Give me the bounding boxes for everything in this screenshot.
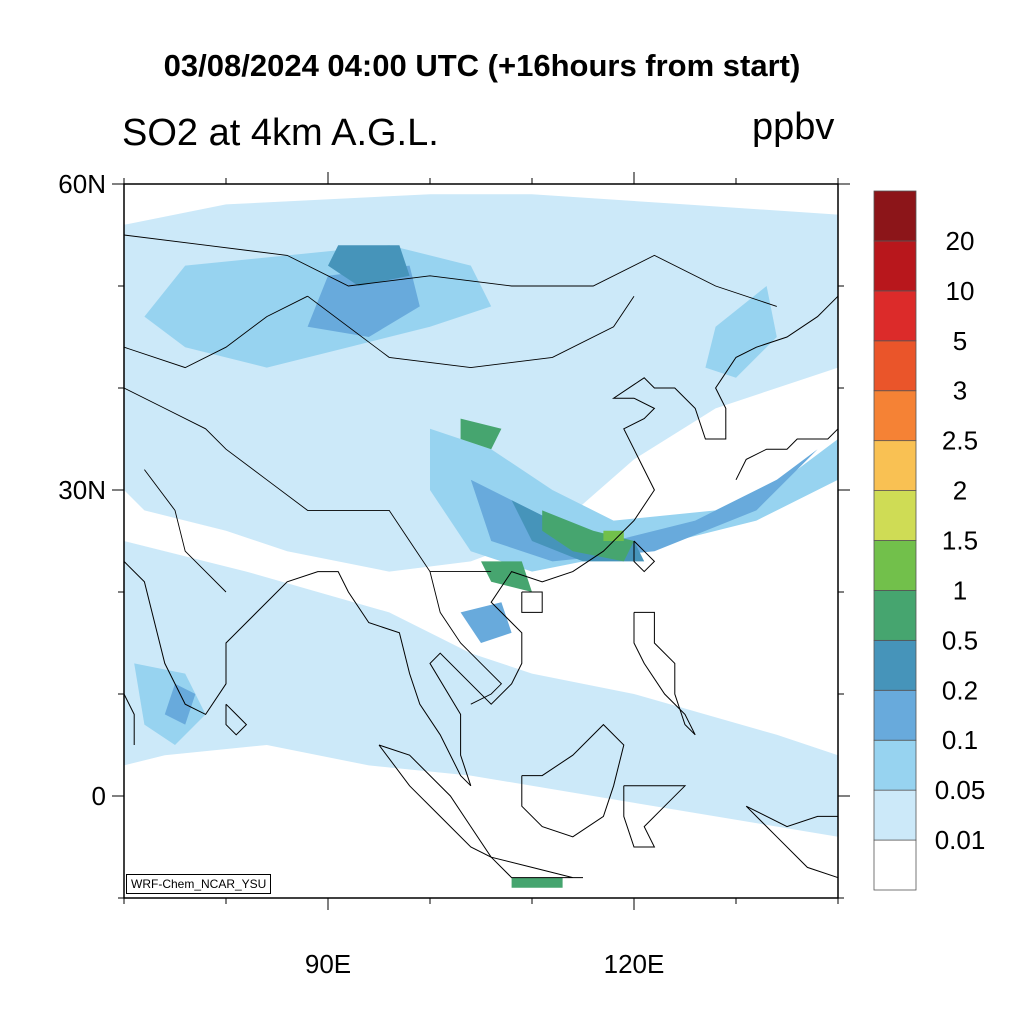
colorbar-label: 0.5	[942, 625, 978, 655]
colorbar-swatch-1	[873, 789, 917, 841]
colorbar-label: 5	[953, 326, 967, 356]
colorbar-label: 2	[953, 476, 967, 506]
so2-region-5	[705, 286, 777, 378]
colorbar-label: 0.05	[935, 775, 986, 805]
colorbar-swatch-0	[873, 839, 917, 891]
colorbar-swatch-11	[873, 290, 917, 342]
colorbar: 0.01 0.05 0.1 0.2 0.5 1 1.5 2 2.5 3 5 10 20	[873, 190, 986, 891]
concentration-field	[124, 194, 838, 888]
coastline-1	[124, 561, 472, 787]
colorbar-label: 0.2	[942, 675, 978, 705]
units-label: ppbv	[752, 106, 835, 148]
colorbar-label: 10	[946, 276, 975, 306]
coastline-3	[225, 703, 248, 736]
lon-label: 120E	[604, 949, 665, 979]
model-tag: WRF-Chem_NCAR_YSU	[126, 874, 272, 894]
lat-label: 30N	[58, 475, 106, 505]
coastline-5	[521, 591, 543, 613]
so2-region-7	[307, 265, 420, 337]
coastline-2	[429, 295, 838, 786]
so2-region-2	[124, 541, 838, 837]
axis-labels: 60N 30N 0 90E 120E	[58, 169, 664, 979]
colorbar-swatch-3	[873, 689, 917, 741]
lat-label: 0	[92, 781, 106, 811]
so2-region-10	[164, 683, 196, 725]
colorbar-label: 0.01	[935, 825, 986, 855]
so2-region-17	[603, 530, 624, 541]
coastline-4	[633, 540, 656, 573]
colorbar-swatch-9	[873, 390, 917, 442]
coastline-11	[633, 611, 696, 736]
axis-ticks	[112, 172, 850, 910]
colorbar-swatch-10	[873, 340, 917, 392]
border-2	[307, 295, 635, 369]
colorbar-label: 1	[953, 575, 967, 605]
map-title: 03/08/2024 04:00 UTC (+16hours from star…	[163, 48, 801, 83]
coastline-8	[521, 723, 625, 838]
colorbar-swatch-12	[873, 240, 917, 292]
colorbar-swatch-8	[873, 440, 917, 491]
so2-region-15	[481, 561, 532, 592]
colorbar-swatch-6	[873, 540, 917, 591]
so2-region-14	[542, 510, 634, 562]
coastlines	[124, 295, 838, 879]
variable-label: SO2 at 4km A.G.L.	[122, 112, 439, 154]
so2-region-13	[460, 418, 502, 450]
border-5	[124, 295, 308, 369]
coastline-7	[490, 856, 583, 879]
colorbar-swatch-7	[873, 490, 917, 541]
border-4	[429, 571, 503, 705]
colorbar-label: 2.5	[942, 426, 978, 456]
colorbar-swatch-2	[873, 739, 917, 791]
lon-label: 90E	[305, 949, 351, 979]
lat-label: 60N	[58, 169, 106, 199]
so2-region-11	[328, 245, 410, 286]
colorbar-label: 20	[946, 226, 975, 256]
coastline-10	[745, 805, 838, 879]
colorbar-swatch-5	[873, 590, 917, 641]
colorbar-label: 3	[953, 376, 967, 406]
coastline-13	[124, 693, 135, 745]
colorbar-swatch-4	[873, 639, 917, 691]
colorbar-swatch-13	[873, 190, 917, 242]
coastline-9	[623, 785, 687, 848]
map-frame	[123, 183, 839, 899]
coastline-12	[735, 337, 838, 481]
border-3	[124, 387, 492, 573]
colorbar-label: 1.5	[942, 526, 978, 556]
so2-region-16	[511, 877, 563, 888]
so2-region-9	[460, 602, 512, 643]
border-1	[124, 234, 777, 307]
colorbar-label: 0.1	[942, 725, 978, 755]
country-borders	[124, 234, 777, 705]
border-6	[144, 469, 227, 593]
